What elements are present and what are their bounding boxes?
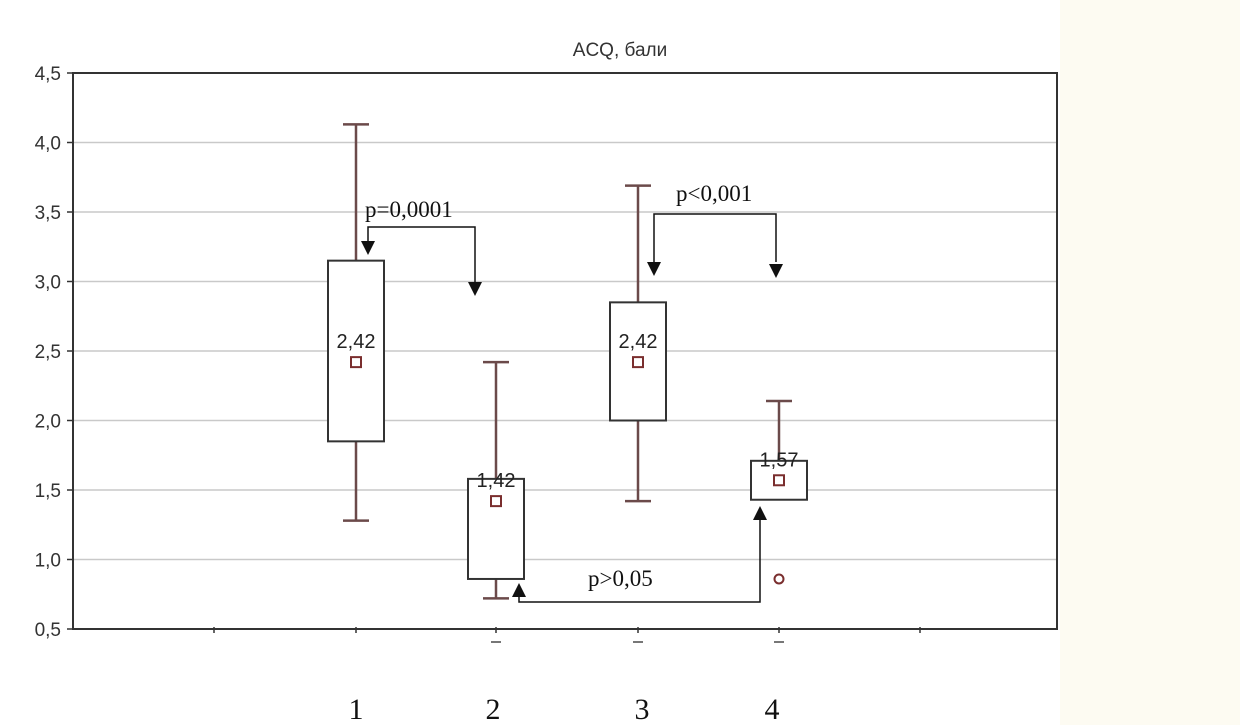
chart-title: ACQ, бали <box>573 40 667 61</box>
group-label-1: 1 <box>349 693 364 725</box>
median-marker <box>773 474 785 487</box>
median-marker <box>350 356 362 369</box>
annotations: p=0,0001 p<0,001 p>0,05 <box>361 181 783 603</box>
right-margin-shade <box>1060 0 1240 725</box>
group-label-2: 2 <box>486 693 501 725</box>
y-tick-label: 2,5 <box>35 342 61 363</box>
box-iqr <box>750 459 808 501</box>
y-tick-label: 2,0 <box>35 412 61 433</box>
boxes: 2,42 1,42 2,42 1,57 <box>327 123 808 600</box>
arrowhead <box>753 506 767 520</box>
box-iqr <box>467 477 525 580</box>
y-axis: 0,5 1,0 1,5 2,0 2,5 3,0 3,5 4,0 4,5 <box>35 64 921 643</box>
median-marker <box>632 356 644 369</box>
y-tick-label: 0,5 <box>35 620 61 641</box>
arrowhead <box>468 282 482 296</box>
group-label-3: 3 <box>635 693 650 725</box>
arrowhead <box>361 241 375 255</box>
bracket-3-4 <box>653 213 777 262</box>
median-label: 1,57 <box>760 449 799 471</box>
plot-frame <box>72 72 1058 630</box>
outlier-point <box>773 573 785 585</box>
y-tick-label: 1,5 <box>35 481 61 502</box>
y-tick-label: 3,0 <box>35 273 61 294</box>
box-group-2: 1,42 <box>467 360 525 600</box>
y-tick-label: 4,0 <box>35 134 61 155</box>
group-labels: 1 2 3 4 <box>349 693 780 725</box>
arrowhead <box>512 583 526 597</box>
y-tick-label: 3,5 <box>35 203 61 224</box>
median-label: 1,42 <box>477 470 516 492</box>
box-iqr <box>609 301 667 422</box>
median-marker <box>490 495 502 508</box>
median-label: 2,42 <box>337 331 376 353</box>
box-group-1: 2,42 <box>327 123 385 522</box>
box-group-3: 2,42 <box>609 184 667 503</box>
box-group-4: 1,57 <box>750 399 808 585</box>
annotation-p-3-4: p<0,001 <box>676 181 752 206</box>
median-label: 2,42 <box>619 331 658 353</box>
group-label-4: 4 <box>765 693 780 725</box>
bracket-2-4 <box>518 520 761 603</box>
bracket-1-2 <box>367 226 476 282</box>
grid-lines <box>73 141 1057 561</box>
annotation-p-1-2: p=0,0001 <box>365 197 453 222</box>
y-tick-label: 4,5 <box>35 64 61 85</box>
arrowhead <box>769 264 783 278</box>
arrowhead <box>647 262 661 276</box>
box-iqr <box>327 259 385 443</box>
y-tick-label: 1,0 <box>35 551 61 572</box>
annotation-p-2-4: p>0,05 <box>588 566 653 591</box>
